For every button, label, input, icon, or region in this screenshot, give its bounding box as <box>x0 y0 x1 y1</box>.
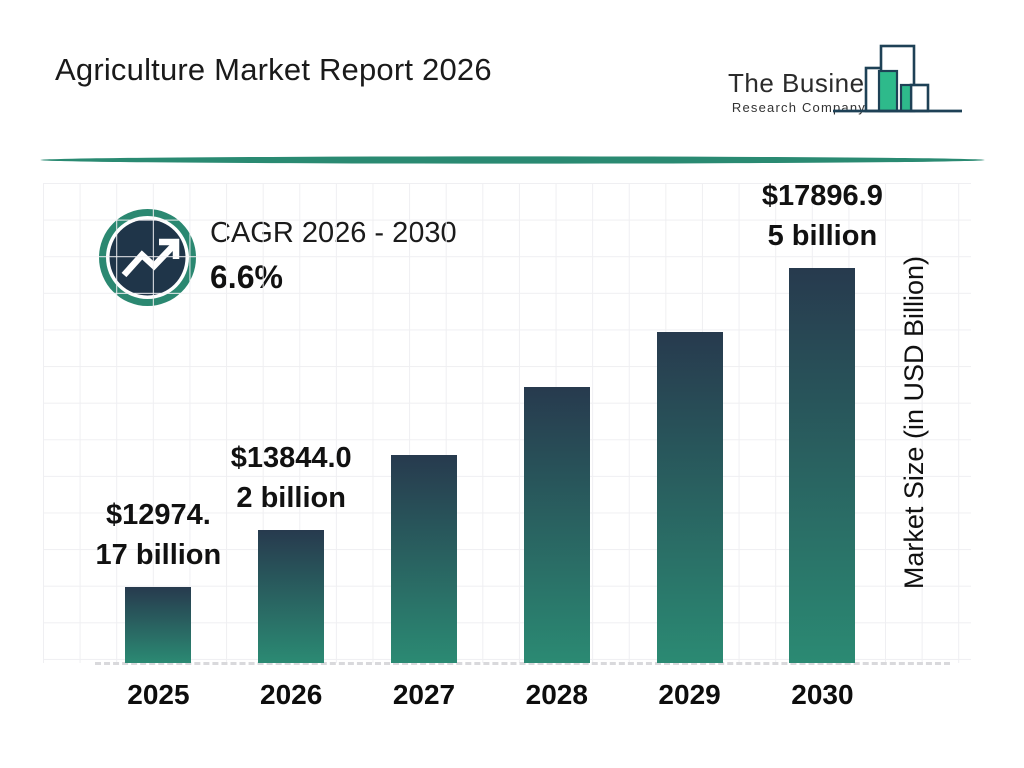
bar-value-label: $13844.0 2 billion <box>230 442 352 515</box>
x-axis-line <box>95 662 950 665</box>
brand-text: The Business Research Company <box>728 68 892 115</box>
bar-column-2026: $13844.0 2 billion 2026 <box>225 183 358 710</box>
brand-name: The Business <box>728 68 892 98</box>
y-axis-title: Market Size (in USD Billion) <box>898 256 929 590</box>
chart-area: $12974. 17 billion 2025 $13844.0 2 billi… <box>43 180 971 711</box>
bar-column-2027: 2027 <box>358 183 491 710</box>
bar-chart-logo-icon <box>833 44 962 113</box>
brand-tagline: Research Company <box>731 100 866 115</box>
bar-column-2029: 2029 <box>623 183 756 710</box>
bar-plot: $12974. 17 billion 2025 $13844.0 2 billi… <box>92 180 889 711</box>
bar-column-2030: $17896.9 5 billion 2030 <box>756 180 889 711</box>
bar-2025 <box>125 586 192 663</box>
bar-2029 <box>656 332 723 663</box>
x-tick-label: 2025 <box>127 679 190 710</box>
x-tick-label: 2026 <box>260 679 323 710</box>
brand-logo: The Business Research Company <box>728 42 978 120</box>
x-tick-label: 2030 <box>791 679 854 710</box>
page-title: Agriculture Market Report 2026 <box>55 52 492 87</box>
x-tick-label: 2028 <box>525 679 588 710</box>
bar-2030 <box>789 267 856 663</box>
x-tick-label: 2027 <box>392 679 456 710</box>
bar-column-2028: 2028 <box>490 183 623 710</box>
bar-value-label: $12974. 17 billion <box>95 498 222 571</box>
bar-column-2025: $12974. 17 billion 2025 <box>92 183 225 710</box>
header-divider <box>40 156 985 164</box>
bar-2028 <box>523 387 590 663</box>
bar-2026 <box>258 530 325 663</box>
bar-value-label: $17896.9 5 billion <box>761 179 883 252</box>
bar-2027 <box>390 455 457 663</box>
x-tick-label: 2029 <box>658 679 721 710</box>
